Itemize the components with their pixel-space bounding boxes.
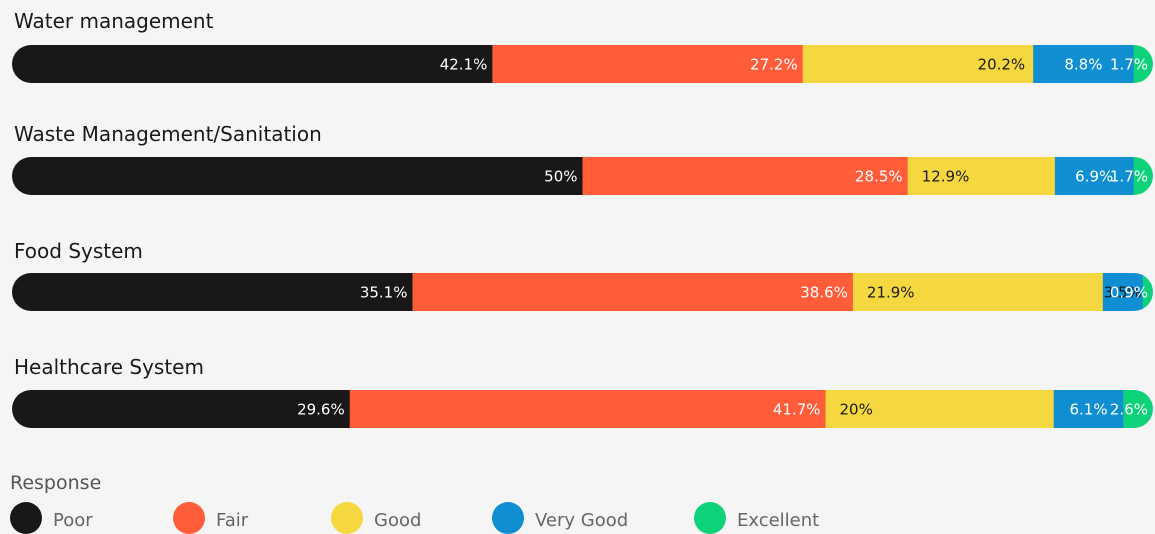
bar-track — [12, 390, 1153, 428]
data-label: 20% — [840, 401, 873, 419]
data-label: 8.8% — [1064, 56, 1102, 74]
legend-swatch — [492, 502, 524, 534]
legend-label: Poor — [53, 510, 93, 531]
category-label: Waste Management/Sanitation — [14, 122, 322, 146]
bar-row-healthcare-system: Healthcare System 29.6% 41.7% 20% 6.1% 2.6% — [12, 355, 1153, 428]
data-label: 6.9% — [1075, 168, 1113, 186]
data-label: 28.5% — [855, 168, 903, 186]
data-label: 21.9% — [867, 284, 915, 302]
category-label: Food System — [14, 239, 143, 263]
bar-segment-excellent — [1142, 273, 1153, 311]
bar-row-food-system: Food System 35.1% 38.6% 21.9% 3.5%0.9% — [12, 239, 1153, 311]
bar-track — [12, 45, 1153, 83]
bar-segment-excellent — [1133, 45, 1153, 83]
bar-row-waste-management-sanitation: Waste Management/Sanitation 50% 28.5% 12.9%… — [12, 122, 1153, 195]
bar-segment-poor — [12, 45, 493, 83]
category-label: Healthcare System — [14, 355, 204, 379]
data-label: 1.7% — [1110, 168, 1148, 186]
bar-segment-fair — [349, 390, 826, 428]
bar-segment-very-good — [1054, 157, 1134, 195]
bar-segment-poor — [12, 273, 413, 311]
data-label: 0.9% — [1110, 284, 1148, 302]
legend-swatch — [694, 502, 726, 534]
data-label: 29.6% — [297, 401, 345, 419]
legend-item-fair: Fair — [173, 502, 249, 534]
legend-item-poor: Poor — [10, 502, 93, 534]
bar-segment-fair — [412, 273, 854, 311]
legend-label: Very Good — [535, 510, 628, 531]
legend-label: Good — [374, 510, 421, 531]
bar-segment-poor — [12, 390, 351, 428]
bar-segment-good — [852, 273, 1104, 311]
data-label: 42.1% — [440, 56, 488, 74]
data-label: 2.6% — [1110, 401, 1148, 419]
bar-segment-good — [907, 157, 1056, 195]
bar-segment-good — [825, 390, 1055, 428]
bar-row-water-management: Water management 42.1% 27.2% 20.2% 8.8% 1.7% — [12, 9, 1153, 83]
bar-segment-excellent — [1133, 157, 1153, 195]
data-label: 35.1% — [360, 284, 408, 302]
legend-label: Fair — [216, 510, 249, 531]
legend-label: Excellent — [737, 510, 819, 531]
bar-segment-good — [802, 45, 1034, 83]
data-label: 12.9% — [922, 168, 970, 186]
data-label: 3.5% — [1104, 284, 1142, 302]
legend-swatch — [10, 502, 42, 534]
data-label: 38.6% — [800, 284, 848, 302]
bar-segment-very-good — [1033, 45, 1135, 83]
bar-segment-very-good — [1102, 273, 1144, 311]
bar-segment-very-good — [1053, 390, 1124, 428]
category-label: Water management — [14, 9, 214, 33]
legend-item-excellent: Excellent — [694, 502, 819, 534]
data-label: 20.2% — [978, 56, 1026, 74]
legend-item-good: Good — [331, 502, 421, 534]
bar-track — [12, 273, 1153, 311]
legend-item-very-good: Very Good — [492, 502, 628, 534]
data-label: 50% — [544, 168, 577, 186]
bar-segment-excellent — [1123, 390, 1153, 428]
data-label: 6.1% — [1069, 401, 1107, 419]
bar-track — [12, 157, 1153, 195]
bar-segment-poor — [12, 157, 583, 195]
data-label: 27.2% — [750, 56, 798, 74]
legend-swatch — [331, 502, 363, 534]
bar-segment-fair — [492, 45, 804, 83]
legend-title: Response — [10, 472, 101, 494]
bar-segment-fair — [582, 157, 909, 195]
legend-swatch — [173, 502, 205, 534]
data-label: 41.7% — [773, 401, 821, 419]
data-label: 1.7% — [1110, 56, 1148, 74]
legend: Response Poor Fair Good Very Good Excellent — [10, 472, 819, 534]
